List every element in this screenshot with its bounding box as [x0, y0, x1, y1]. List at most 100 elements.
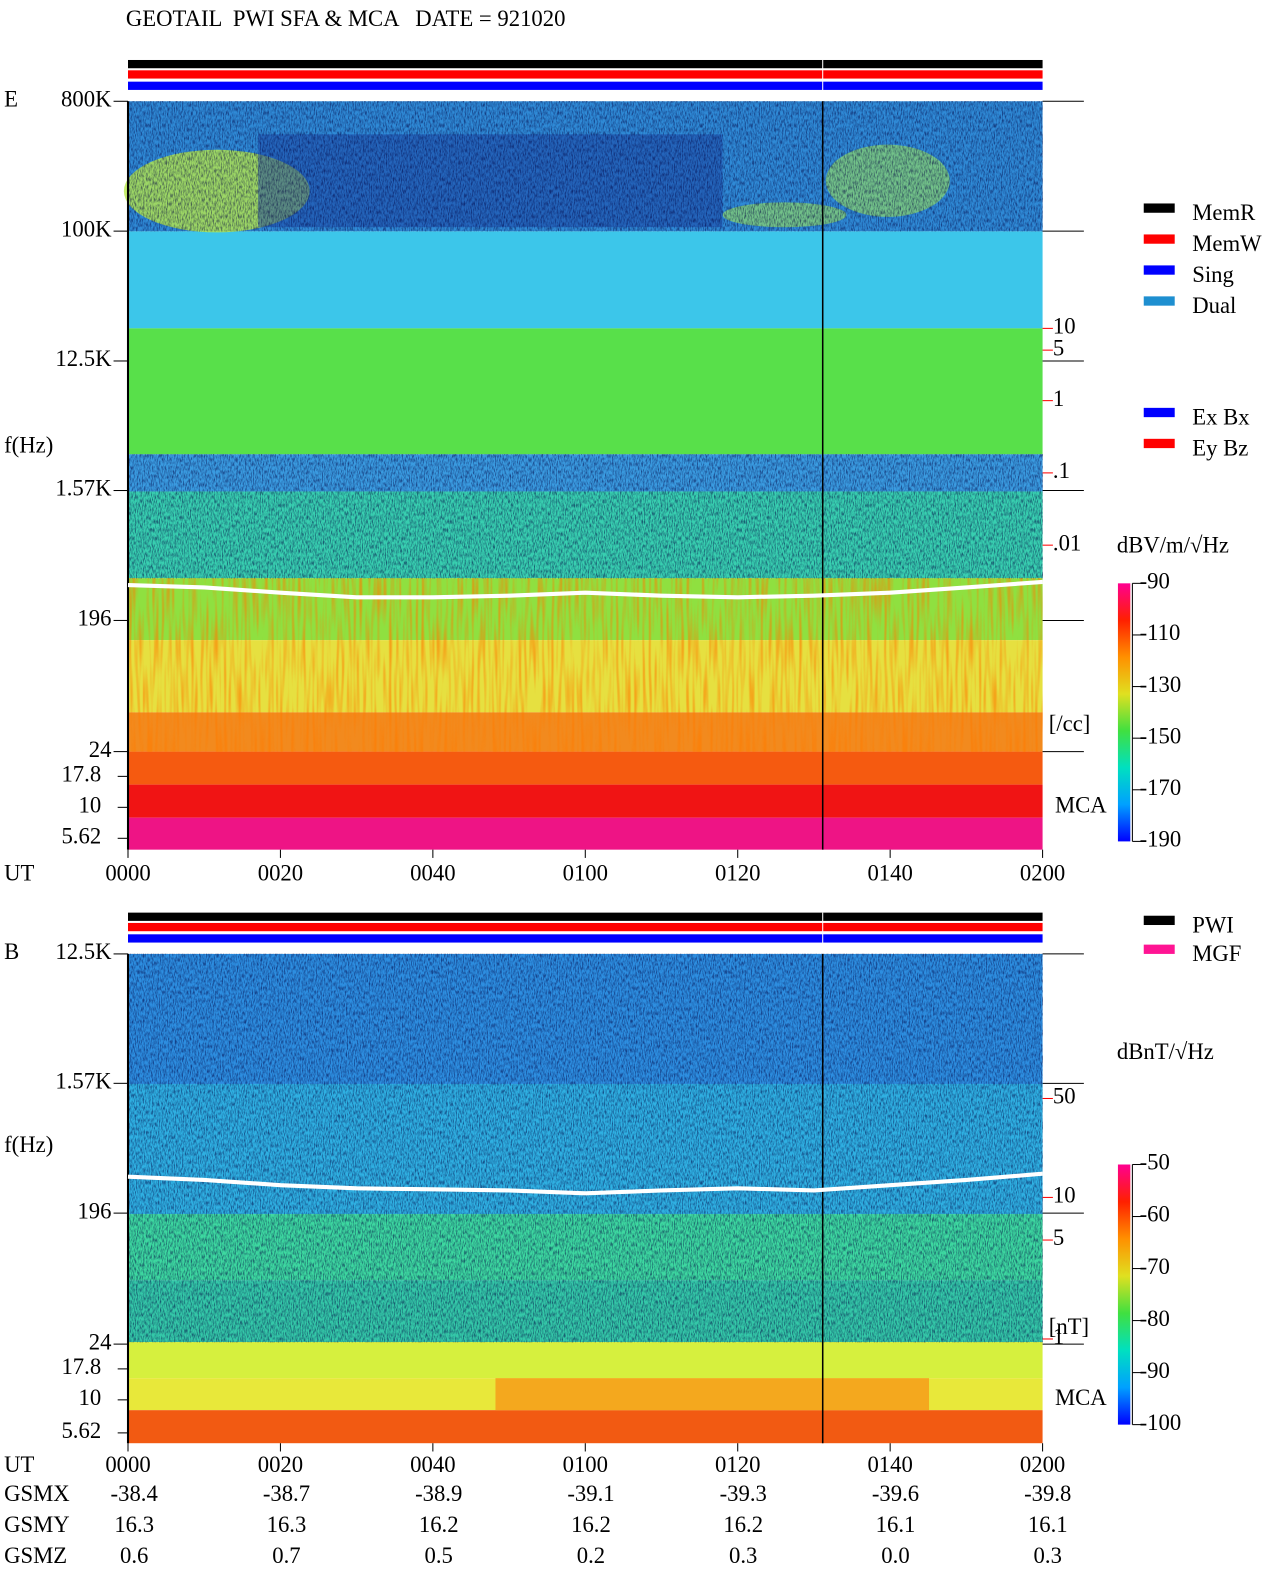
legend-label: Sing: [1192, 262, 1234, 287]
legend-label: Dual: [1192, 293, 1236, 318]
orbit-value: 0.3: [729, 1543, 757, 1568]
noise: [128, 101, 1043, 232]
y2-tick-label: 1: [1053, 386, 1064, 411]
y2-tick-label: .01: [1053, 530, 1081, 555]
y2-tick-label: 50: [1053, 1084, 1076, 1109]
colorbar-tick-label: -100: [1140, 1410, 1182, 1435]
colorbar-tick-label: -80: [1140, 1306, 1170, 1331]
orbit-value: 16.3: [267, 1512, 307, 1537]
spectrogram-band: [128, 751, 1043, 785]
legend-swatch: [1143, 234, 1175, 244]
orbit-value: -39.6: [872, 1481, 919, 1506]
colorbar-tick-label: -190: [1140, 827, 1182, 852]
legend-swatch: [1143, 407, 1175, 418]
y-tick-label: 24: [89, 1329, 112, 1354]
x-tick-label: 0140: [867, 1452, 912, 1477]
y2-tick-label: 5: [1053, 335, 1064, 360]
y2-tick-label: 1: [1053, 1324, 1064, 1349]
x-tick-label: 0200: [1020, 861, 1065, 886]
legend-label: MemW: [1192, 231, 1262, 256]
orbit-value: 16.2: [571, 1512, 611, 1537]
orbit-row-label: GSMX: [4, 1481, 70, 1506]
series-line: [127, 579, 1043, 600]
y2-tick-label: 5: [1053, 1225, 1064, 1250]
orbit-value: 16.2: [419, 1512, 459, 1537]
panel-label: B: [4, 939, 19, 964]
series-line: [127, 1171, 1043, 1196]
orbit-value: 0.0: [881, 1543, 909, 1568]
y-tick-label: 1.57K: [55, 1069, 112, 1094]
orbit-value: 0.6: [120, 1543, 148, 1568]
orbit-row-label: GSMY: [4, 1512, 70, 1537]
legend-label: Ex Bx: [1192, 404, 1250, 429]
x-axis-label: UT: [4, 861, 34, 886]
mca-tick-label: 17.8: [61, 1354, 101, 1379]
legend-swatch: [1143, 203, 1175, 213]
mca-tick-label: 17.8: [61, 762, 101, 787]
y2-axis-label: [/cc]: [1049, 711, 1091, 736]
mca-tick-label: 5.62: [61, 1418, 101, 1443]
colorbar: [1117, 583, 1131, 842]
mca-orange: [495, 1378, 930, 1411]
orbit-value: 0.3: [1034, 1543, 1062, 1568]
colorbar-tick-label: -150: [1140, 723, 1182, 748]
orbit-value: -39.8: [1024, 1481, 1071, 1506]
x-tick-label: 0120: [715, 861, 760, 886]
panel-label: E: [4, 86, 18, 111]
status-strip: [128, 70, 1043, 79]
x-tick-label: 0140: [867, 861, 912, 886]
orbit-value: -39.3: [720, 1481, 767, 1506]
y2-tick-label: .1: [1053, 458, 1070, 483]
y-tick-label: 12.5K: [55, 346, 112, 371]
mca-label: MCA: [1055, 793, 1107, 818]
x-tick-label: 0000: [105, 861, 150, 886]
legend-label: MGF: [1192, 941, 1241, 966]
noise: [128, 454, 1043, 579]
spectrogram-band: [128, 1410, 1043, 1444]
colorbar-tick-label: -130: [1140, 672, 1182, 697]
spectrogram-band: [128, 817, 1043, 850]
orbit-value: 0.7: [272, 1543, 300, 1568]
y-axis-label: f(Hz): [4, 1132, 53, 1157]
y2-tick-label: 10: [1053, 314, 1076, 339]
streaks: [128, 578, 1043, 752]
y-tick-label: 800K: [61, 86, 112, 111]
colorbar-tick-label: -60: [1140, 1202, 1170, 1227]
status-strip: [128, 922, 1043, 932]
legend-label: Ey Bz: [1192, 435, 1248, 460]
x-tick-label: 0020: [258, 1452, 303, 1477]
spectrogram-band: [128, 784, 1043, 818]
legend-swatch: [1143, 296, 1175, 306]
status-strip: [128, 59, 1043, 69]
orbit-value: -39.1: [567, 1481, 614, 1506]
spectrogram-band: [128, 231, 1043, 329]
colorbar-tick-label: -90: [1140, 1358, 1170, 1383]
orbit-value: 16.2: [723, 1512, 763, 1537]
status-strip: [128, 912, 1043, 921]
y2-tick-label: 10: [1053, 1183, 1076, 1208]
x-tick-label: 0200: [1020, 1452, 1065, 1477]
orbit-value: -38.9: [415, 1481, 462, 1506]
x-axis-label: UT: [4, 1452, 34, 1477]
mca-label: MCA: [1055, 1385, 1107, 1410]
legend-swatch: [1143, 265, 1175, 275]
colorbar-label: dBnT/√Hz: [1117, 1039, 1214, 1064]
colorbar-label: dBV/m/√Hz: [1117, 532, 1229, 557]
x-tick-label: 0020: [258, 861, 303, 886]
colorbar: [1117, 1164, 1131, 1425]
orbit-value: -38.4: [111, 1481, 158, 1506]
x-tick-label: 0100: [563, 861, 608, 886]
status-strip: [128, 81, 1043, 90]
y-tick-label: 12.5K: [55, 939, 112, 964]
noise: [128, 953, 1043, 1343]
y-axis-label: f(Hz): [4, 432, 53, 457]
colorbar-tick-label: -70: [1140, 1254, 1170, 1279]
orbit-value: 16.1: [1028, 1512, 1068, 1537]
orbit-value: 16.3: [114, 1512, 154, 1537]
colorbar-tick-label: -50: [1140, 1150, 1170, 1175]
status-strip: [128, 934, 1043, 943]
colorbar-tick-label: -90: [1140, 569, 1170, 594]
legend-swatch: [1143, 438, 1175, 449]
orbit-value: 0.5: [425, 1543, 453, 1568]
